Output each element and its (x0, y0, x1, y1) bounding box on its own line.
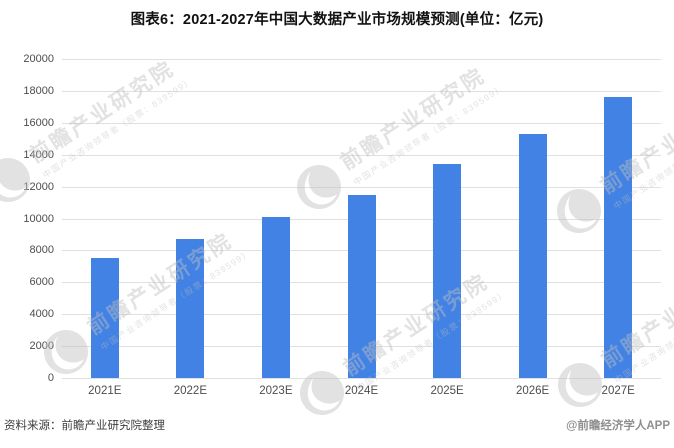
x-axis-tick-label: 2027E (601, 385, 635, 397)
y-axis-tick-label: 2000 (29, 340, 54, 353)
y-axis-tick-label: 0 (47, 372, 54, 384)
bar-2022E (176, 239, 205, 378)
bar-2023E (261, 216, 290, 378)
x-axis-tick-label: 2022E (173, 385, 208, 397)
gridline (62, 378, 661, 379)
y-axis-tick-label: 12000 (23, 180, 54, 193)
gridline (62, 90, 661, 92)
y-axis-tick-label: 18000 (23, 84, 54, 97)
bar-2025E (433, 164, 462, 378)
gridline (62, 59, 661, 60)
chart-title: 图表6：2021-2027年中国大数据产业市场规模预测(单位：亿元) (130, 12, 544, 28)
y-axis-tick-label: 6000 (29, 276, 54, 289)
gridline (62, 154, 661, 156)
y-axis-tick-label: 4000 (29, 308, 54, 321)
y-axis-tick-label: 20000 (23, 53, 54, 65)
y-axis-tick-label: 16000 (23, 116, 54, 129)
bar-2026E (518, 134, 547, 378)
x-axis-tick-label: 2021E (88, 385, 122, 397)
x-axis-tick-label: 2023E (259, 385, 293, 397)
x-axis-tick-label: 2025E (430, 385, 464, 397)
bar-2024E (347, 194, 376, 378)
x-axis-tick-label: 2024E (344, 385, 379, 397)
y-axis-tick-label: 14000 (23, 148, 54, 161)
plot-area (62, 59, 661, 379)
credit-text: @前瞻经济学人APP (566, 420, 670, 432)
y-axis-tick-label: 8000 (29, 244, 54, 257)
bar-2027E (604, 97, 633, 378)
source-text: 资料来源：前瞻产业研究院整理 (4, 420, 165, 432)
bar-2021E (90, 258, 119, 378)
x-axis-tick-label: 2026E (515, 385, 550, 397)
gridline (62, 186, 661, 188)
y-axis-tick-label: 10000 (23, 212, 54, 225)
gridline (62, 122, 661, 124)
